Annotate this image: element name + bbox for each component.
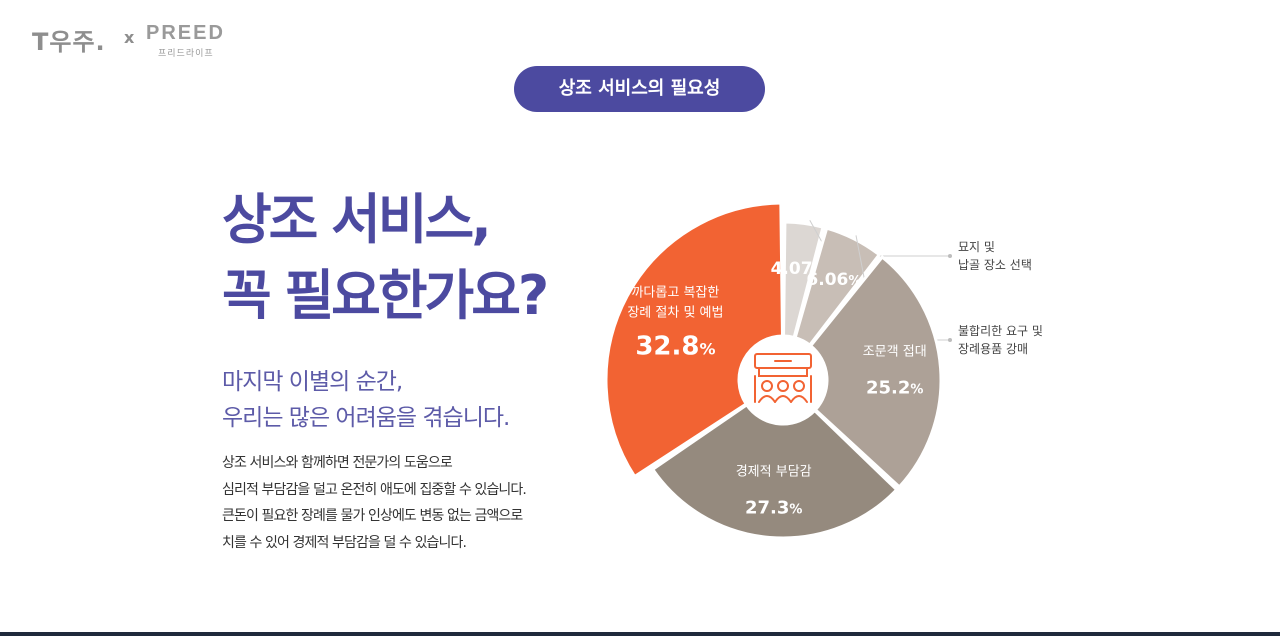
slice-label-3-0: 조문객 접대 — [863, 345, 927, 360]
subhead: 마지막 이별의 순간, 우리는 많은 어려움을 겪습니다. — [222, 364, 602, 436]
subhead-line-1: 마지막 이별의 순간, — [222, 369, 403, 395]
slice-label-4-0: 경제적 부담감 — [736, 465, 812, 480]
pie-slice-2 — [793, 226, 882, 348]
slice-label-0-1: 장례 절차 및 예법 — [627, 305, 723, 320]
funeral-altar-icon — [754, 353, 812, 403]
headline-line-2: 꼭 필요한가요? — [222, 264, 549, 327]
headline-line-1: 상조 서비스, — [222, 188, 492, 251]
body-text: 상조 서비스와 함께하면 전문가의 도움으로 심리적 부담감을 덜고 온전히 애… — [222, 450, 592, 556]
slice-value-0: 32.8% — [635, 331, 715, 361]
callout-label-line-1-0: 불합리한 요구 및 — [958, 324, 1043, 338]
bottom-bar — [0, 632, 1280, 636]
callout-dot-0 — [948, 254, 952, 258]
slice-label-0-0: 까다롭고 복잡한 — [631, 285, 719, 300]
body-line-1: 상조 서비스와 함께하면 전문가의 도움으로 — [222, 455, 453, 471]
pie-slice-3 — [808, 254, 943, 490]
callout-label-line-0-0: 묘지 및 — [958, 240, 995, 254]
section-badge: 상조 서비스의 필요성 — [514, 66, 765, 112]
body-line-3: 큰돈이 필요한 장례를 물가 인상에도 변동 없는 금액으로 — [222, 508, 523, 524]
slice-value-4: 27.3% — [745, 498, 802, 519]
slice-value-3: 25.2% — [866, 378, 923, 399]
headline: 상조 서비스, 꼭 필요한가요? — [222, 182, 602, 334]
callout-label-line-0-1: 납골 장소 선택 — [958, 258, 1032, 272]
preed-logo-sub: 프리드라이프 — [158, 49, 214, 59]
body-line-4: 치를 수 있어 경제적 부담감을 덜 수 있습니다. — [222, 534, 467, 551]
brand-logo: T우주. x PREED 프리드라이프 — [32, 22, 232, 59]
pie-slice-4 — [650, 402, 899, 540]
callout-dot-1 — [948, 338, 952, 342]
tuju-logo: T우주. — [32, 28, 106, 56]
logo-separator: x — [124, 28, 135, 47]
callout-label-line-1-1: 장례용품 강매 — [958, 342, 1029, 356]
body-line-2: 심리적 부담감을 덜고 온전히 애도에 집중할 수 있습니다. — [222, 481, 527, 498]
pie-slice-0 — [604, 201, 784, 479]
subhead-line-2: 우리는 많은 어려움을 겪습니다. — [222, 405, 510, 431]
preed-logo: PREED — [146, 22, 225, 44]
